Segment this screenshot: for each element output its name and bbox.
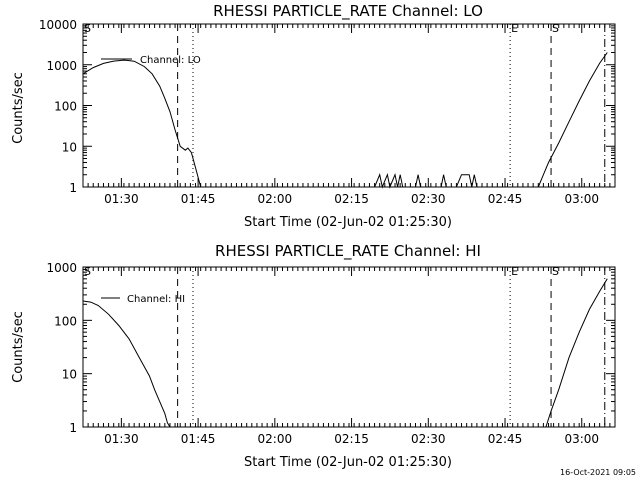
x-tick-label: 02:45 <box>488 192 523 206</box>
y-axis-label: Counts/sec <box>11 311 26 383</box>
x-axis-label: Start Time (02-Jun-02 01:25:30) <box>244 215 452 230</box>
y-tick-label: 10000 <box>39 18 77 32</box>
x-tick-label: 02:15 <box>334 432 369 446</box>
marker-label: S <box>552 265 559 278</box>
legend: Channel: HI <box>101 294 185 305</box>
x-tick-label: 02:00 <box>258 192 293 206</box>
plot-timestamp: 16-Oct-2021 09:05 <box>560 468 636 477</box>
axis-ticks: 01:30 01:45 02:00 02:15 02:30 02:45 03:00 1 10 10… <box>46 261 616 446</box>
plot-frame <box>82 266 616 428</box>
series-line-segment <box>82 300 171 428</box>
x-axis-label: Start Time (02-Jun-02 01:25:30) <box>244 455 452 470</box>
marker-label: E <box>511 265 518 278</box>
x-tick-label: 02:45 <box>488 432 523 446</box>
chart-title: RHESSI PARTICLE_RATE Channel: HI <box>215 242 481 261</box>
x-tick-label: 02:30 <box>411 432 446 446</box>
x-tick-label: 03:00 <box>564 432 599 446</box>
x-tick-label: 03:00 <box>564 192 599 206</box>
y-tick-label: 100 <box>54 100 77 114</box>
series-lines <box>82 278 608 428</box>
series-lines <box>82 52 608 189</box>
marker-label: E <box>511 22 518 35</box>
x-tick-label: 02:30 <box>411 192 446 206</box>
chart-title: RHESSI PARTICLE_RATE Channel: LO <box>213 2 483 21</box>
panel-lo: RHESSI PARTICLE_RATE Channel: LO Start T… <box>11 2 616 230</box>
series-line-segment <box>545 278 608 428</box>
x-tick-label: 01:45 <box>181 432 216 446</box>
legend-label: Channel: LO <box>140 55 201 66</box>
marker-label: S <box>84 22 91 35</box>
x-tick-label: 02:00 <box>258 432 293 446</box>
y-axis-label: Counts/sec <box>11 72 26 144</box>
y-tick-label: 1 <box>69 421 77 435</box>
y-tick-label: 10 <box>62 140 77 154</box>
series-line-segment <box>82 59 202 188</box>
legend-label: Channel: HI <box>127 294 185 305</box>
x-tick-label: 02:15 <box>334 192 369 206</box>
y-tick-label: 1000 <box>46 261 77 275</box>
marker-label: S <box>84 265 91 278</box>
axis-ticks: 01:30 01:45 02:00 02:15 02:30 02:45 03:00 1 10 10… <box>39 18 616 206</box>
y-tick-label: 100 <box>54 314 77 328</box>
series-line-segment <box>374 172 478 189</box>
y-tick-label: 1000 <box>46 59 77 73</box>
x-tick-label: 01:30 <box>104 192 139 206</box>
plot-frame <box>82 23 616 188</box>
x-tick-label: 01:45 <box>181 192 216 206</box>
marker-label: S <box>552 22 559 35</box>
legend: Channel: LO <box>101 55 201 66</box>
y-tick-label: 1 <box>69 181 77 195</box>
x-tick-label: 01:30 <box>104 432 139 446</box>
panel-hi: RHESSI PARTICLE_RATE Channel: HI Start T… <box>11 242 616 470</box>
y-tick-label: 10 <box>62 368 77 382</box>
series-line-segment <box>537 52 608 188</box>
